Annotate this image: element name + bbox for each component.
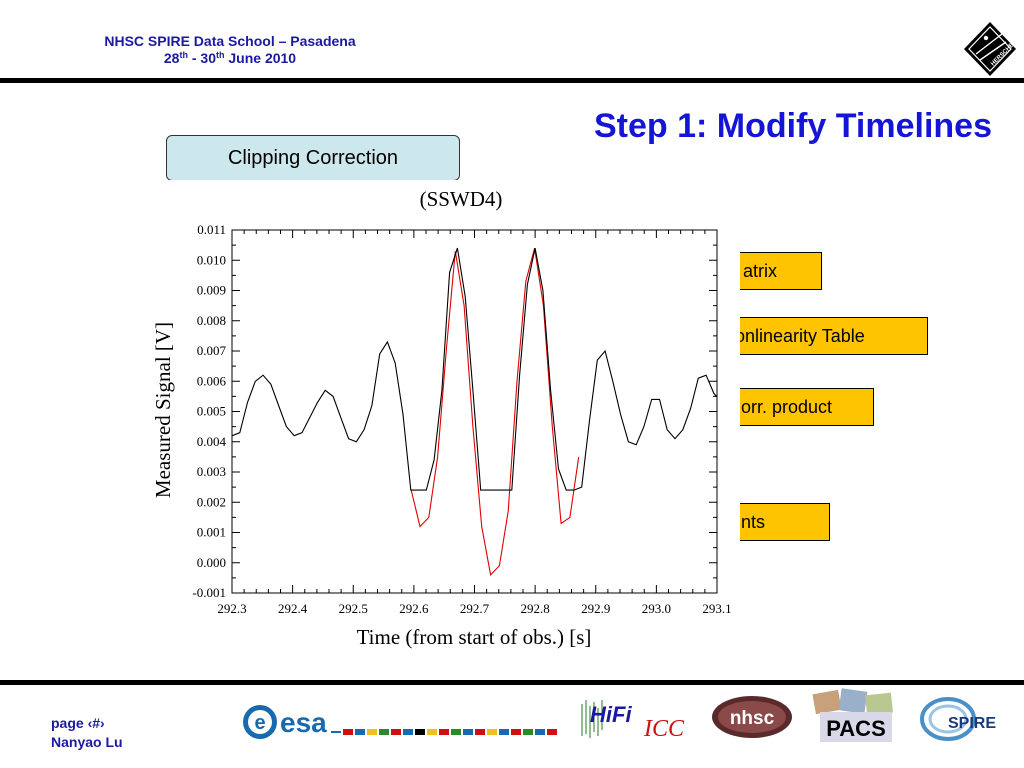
y-tick-label: 0.010: [197, 252, 226, 267]
step-item-nonlinearity-table: onlinearity Table: [720, 317, 928, 355]
x-tick-label: 292.6: [399, 601, 429, 616]
x-tick-label: 293.1: [702, 601, 731, 616]
x-tick-label: 292.7: [460, 601, 490, 616]
series-line-original: [410, 247, 580, 577]
clipping-correction-box: Clipping Correction: [166, 135, 460, 181]
pacs-logo: PACS: [812, 688, 893, 742]
y-tick-label: 0.001: [197, 525, 226, 540]
header-title: NHSC SPIRE Data School – Pasadena 28th -…: [60, 33, 400, 67]
svg-text:e: e: [254, 712, 265, 734]
svg-text:esa: esa: [280, 707, 327, 738]
flag-mark: [415, 729, 425, 735]
flag-mark: [511, 729, 521, 735]
step-item-corr-product: orr. product: [720, 388, 874, 426]
flag-mark: [343, 729, 353, 735]
series-line-clipped: [232, 247, 717, 491]
flag-mark: [547, 729, 557, 735]
y-tick-label: 0.007: [197, 343, 227, 358]
y-tick-label: 0.004: [197, 434, 227, 449]
y-tick-label: 0.011: [197, 222, 226, 237]
nhsc-logo: nhsc: [712, 696, 792, 738]
flag-mark: [463, 729, 473, 735]
signal-chart: (SSWD4) 292.3 292.4 292.5 292.6 292.7 292.8 29…: [140, 180, 740, 660]
y-tick-label: 0.008: [197, 313, 226, 328]
flag-mark: [439, 729, 449, 735]
flag-mark: [355, 729, 365, 735]
svg-text:ICC: ICC: [643, 716, 685, 740]
x-axis: 292.3 292.4 292.5 292.6 292.7 292.8 292.9 293.0…: [217, 230, 732, 616]
y-tick-label: 0.005: [197, 404, 226, 419]
x-tick-label: 292.3: [217, 601, 246, 616]
school-name: NHSC SPIRE Data School – Pasadena: [104, 33, 356, 49]
flag-mark: [499, 729, 509, 735]
flag-mark: [391, 729, 401, 735]
svg-text:HiFi: HiFi: [590, 702, 632, 727]
y-tick-label: 0.000: [197, 555, 226, 570]
flag-mark: [535, 729, 545, 735]
svg-text:SPIRE: SPIRE: [948, 715, 996, 732]
y-tick-label: 0.003: [197, 464, 226, 479]
flag-mark: [427, 729, 437, 735]
x-tick-label: 292.4: [278, 601, 308, 616]
flag-mark: [475, 729, 485, 735]
y-tick-label: 0.002: [197, 494, 226, 509]
flag-mark: [523, 729, 533, 735]
x-axis-label: Time (from start of obs.) [s]: [357, 625, 592, 649]
footer-divider: [0, 680, 1024, 685]
y-axis: -0.001 0.000 0.001 0.002 0.003 0.004 0.005 0.00…: [192, 222, 717, 600]
flag-mark: [403, 729, 413, 735]
spire-logo: SPIRE: [920, 697, 996, 741]
school-dates: 28th - 30th June 2010: [163, 50, 297, 66]
slide-title: Step 1: Modify Timelines: [593, 107, 992, 145]
x-tick-label: 293.0: [642, 601, 671, 616]
y-tick-label: -0.001: [192, 585, 226, 600]
footer-info: page ‹#› Nanyao Lu: [51, 714, 123, 752]
chart-title: (SSWD4): [420, 187, 503, 211]
x-tick-label: 292.8: [521, 601, 550, 616]
header-divider: [0, 78, 1024, 83]
flag-mark: [379, 729, 389, 735]
herschel-logo: HERSCHEL: [964, 22, 1018, 76]
x-tick-label: 292.9: [581, 601, 610, 616]
y-tick-label: 0.009: [197, 283, 226, 298]
flag-mark: [451, 729, 461, 735]
x-tick-label: 292.5: [339, 601, 368, 616]
page-number: page ‹#›: [51, 715, 105, 731]
flag-mark: [367, 729, 377, 735]
svg-text:nhsc: nhsc: [730, 708, 775, 729]
author-name: Nanyao Lu: [51, 734, 123, 750]
flag-mark: [487, 729, 497, 735]
svg-text:PACS: PACS: [826, 716, 886, 741]
plot-area: [232, 247, 717, 577]
y-tick-label: 0.006: [197, 373, 227, 388]
chart-background: [140, 180, 740, 660]
esa-logo: e esa: [243, 705, 557, 739]
y-axis-label: Measured Signal [V]: [151, 322, 175, 498]
hifi-icc-logo: HiFi ICC: [581, 700, 685, 740]
